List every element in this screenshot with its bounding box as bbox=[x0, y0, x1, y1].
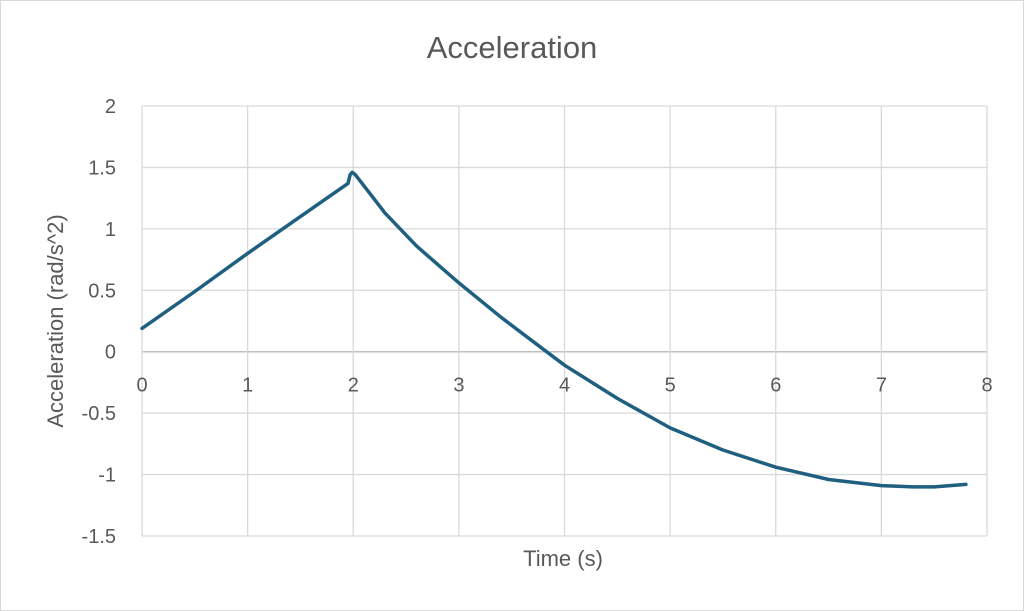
x-tick-label: 7 bbox=[876, 375, 887, 397]
x-tick-label: 6 bbox=[770, 375, 781, 397]
y-tick-label: -1 bbox=[98, 465, 116, 487]
x-axis-title: Time (s) bbox=[523, 546, 603, 571]
x-tick-label: 2 bbox=[348, 375, 359, 397]
chart-title: Acceleration bbox=[427, 30, 598, 65]
gridlines bbox=[141, 105, 988, 537]
y-tick-label: -0.5 bbox=[82, 403, 116, 425]
x-tick-label: 5 bbox=[665, 375, 676, 397]
y-tick-labels: 2 1.5 1 0.5 0 -0.5 -1 -1.5 bbox=[82, 96, 116, 548]
series-layer bbox=[140, 170, 968, 489]
x-tick-label: 3 bbox=[453, 375, 464, 397]
y-tick-label: 1.5 bbox=[88, 157, 116, 179]
y-tick-label: 1 bbox=[105, 219, 116, 241]
x-tick-label: 8 bbox=[981, 375, 992, 397]
y-tick-label: 0.5 bbox=[88, 280, 116, 302]
y-axis-title: Acceleration (rad/s^2) bbox=[43, 214, 68, 427]
x-tick-label: 0 bbox=[136, 375, 147, 397]
y-tick-label: 0 bbox=[105, 342, 116, 364]
y-tick-label: -1.5 bbox=[82, 526, 116, 548]
series-line-0 bbox=[140, 170, 968, 489]
x-tick-labels: 0 1 2 3 4 5 6 7 8 bbox=[136, 375, 992, 397]
y-tick-label: 2 bbox=[105, 96, 116, 118]
x-tick-label: 4 bbox=[559, 375, 570, 397]
x-tick-label: 1 bbox=[242, 375, 253, 397]
